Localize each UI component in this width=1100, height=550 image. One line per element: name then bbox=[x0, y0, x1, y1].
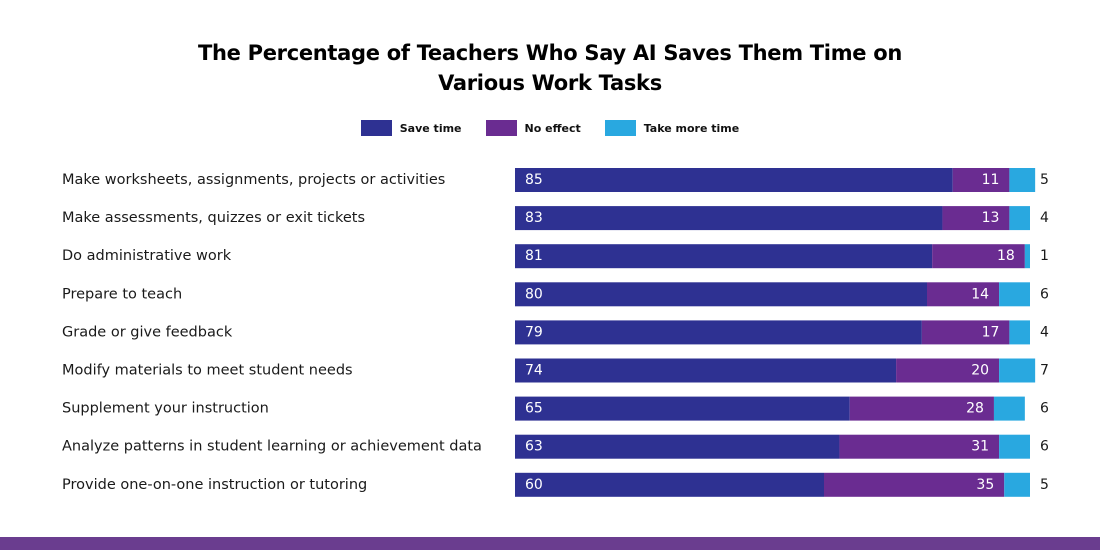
bar-row: Do administrative work 81 18 1 bbox=[62, 244, 1049, 269]
bar-row: Make worksheets, assignments, projects o… bbox=[62, 168, 1049, 192]
bar-row: Grade or give feedback 79 17 4 bbox=[62, 320, 1049, 345]
bar-segment-save-time bbox=[515, 434, 840, 459]
category-label: Analyze patterns in student learning or … bbox=[62, 439, 482, 455]
bar-segment-save-time bbox=[515, 358, 897, 383]
category-label: Modify materials to meet student needs bbox=[62, 363, 353, 379]
data-label-save-time: 74 bbox=[525, 363, 543, 379]
legend-label-save-time: Save time bbox=[399, 121, 462, 135]
bar-row: Prepare to teach 80 14 6 bbox=[62, 282, 1049, 307]
bar-segment-take-more-time bbox=[1009, 320, 1030, 345]
chart-legend: Save time No effect Take more time bbox=[0, 118, 1100, 138]
data-label-take-more-time: 5 bbox=[1040, 477, 1049, 493]
bar-segment-no-effect bbox=[896, 358, 1000, 383]
bar-segment-no-effect bbox=[824, 472, 1005, 497]
bar-segment-save-time bbox=[515, 282, 927, 307]
legend-swatch-no-effect bbox=[485, 120, 517, 136]
bar-segment-save-time bbox=[515, 320, 922, 345]
bar-row: Supplement your instruction 65 28 6 bbox=[62, 396, 1049, 421]
legend-item-no-effect: No effect bbox=[485, 120, 581, 136]
category-label: Grade or give feedback bbox=[62, 324, 233, 340]
legend-swatch-save-time bbox=[360, 120, 392, 136]
bar-segment-no-effect bbox=[921, 320, 1010, 345]
data-label-save-time: 65 bbox=[525, 401, 543, 417]
data-label-no-effect: 18 bbox=[997, 248, 1015, 264]
bar-segment-no-effect bbox=[927, 282, 1000, 307]
category-label: Supplement your instruction bbox=[62, 401, 269, 417]
data-label-save-time: 81 bbox=[525, 248, 543, 264]
bar-segment-take-more-time bbox=[1004, 472, 1030, 497]
data-label-take-more-time: 6 bbox=[1040, 439, 1049, 455]
bar-row: Make assessments, quizzes or exit ticket… bbox=[62, 206, 1049, 231]
bar-segment-no-effect bbox=[942, 206, 1010, 231]
data-label-take-more-time: 4 bbox=[1040, 324, 1049, 340]
data-label-no-effect: 28 bbox=[966, 401, 984, 417]
bar-segment-save-time bbox=[515, 396, 850, 421]
chart-title: The Percentage of Teachers Who Say AI Sa… bbox=[0, 38, 1100, 98]
bar-segment-take-more-time bbox=[1009, 168, 1036, 192]
data-label-no-effect: 31 bbox=[971, 439, 989, 455]
data-label-take-more-time: 5 bbox=[1040, 172, 1049, 188]
legend-item-take-more-time: Take more time bbox=[604, 120, 740, 136]
bar-segment-save-time bbox=[515, 206, 943, 231]
data-label-no-effect: 20 bbox=[971, 363, 989, 379]
data-label-save-time: 85 bbox=[525, 172, 543, 188]
data-label-save-time: 60 bbox=[525, 477, 543, 493]
data-label-take-more-time: 7 bbox=[1040, 363, 1049, 379]
category-label: Provide one-on-one instruction or tutori… bbox=[62, 477, 367, 493]
legend-swatch-take-more-time bbox=[604, 120, 636, 136]
bar-segment-save-time bbox=[515, 244, 933, 269]
bar-segment-save-time bbox=[515, 168, 953, 192]
data-label-no-effect: 13 bbox=[982, 210, 1000, 226]
bar-segment-no-effect bbox=[839, 434, 1000, 459]
bar-segment-save-time bbox=[515, 472, 824, 497]
bar-row: Modify materials to meet student needs 74… bbox=[62, 358, 1049, 383]
bar-row: Provide one-on-one instruction or tutori… bbox=[62, 472, 1049, 497]
bar-segment-take-more-time bbox=[999, 282, 1030, 307]
legend-label-take-more-time: Take more time bbox=[643, 121, 740, 135]
data-label-take-more-time: 6 bbox=[1040, 286, 1049, 302]
bar-segment-take-more-time bbox=[999, 434, 1030, 459]
legend-label-no-effect: No effect bbox=[524, 121, 581, 135]
legend-item-save-time: Save time bbox=[360, 120, 462, 136]
bar-segment-no-effect bbox=[932, 244, 1025, 269]
bar-segment-no-effect bbox=[849, 396, 994, 421]
category-label: Do administrative work bbox=[62, 248, 232, 264]
data-label-take-more-time: 1 bbox=[1040, 248, 1049, 264]
data-label-save-time: 83 bbox=[525, 210, 543, 226]
bottom-decorative-band bbox=[0, 537, 1100, 550]
category-label: Prepare to teach bbox=[62, 286, 182, 302]
data-label-save-time: 79 bbox=[525, 324, 543, 340]
chart-title-line-2: Various Work Tasks bbox=[438, 71, 662, 95]
data-label-save-time: 80 bbox=[525, 286, 543, 302]
bar-segment-take-more-time bbox=[993, 396, 1025, 421]
chart-title-line-1: The Percentage of Teachers Who Say AI Sa… bbox=[197, 41, 903, 65]
bar-segment-no-effect bbox=[952, 168, 1010, 192]
data-label-take-more-time: 4 bbox=[1040, 210, 1049, 226]
data-label-no-effect: 17 bbox=[982, 324, 1000, 340]
bar-row: Analyze patterns in student learning or … bbox=[62, 434, 1049, 459]
data-label-no-effect: 35 bbox=[976, 477, 994, 493]
bar-segment-take-more-time bbox=[999, 358, 1036, 383]
data-label-save-time: 63 bbox=[525, 439, 543, 455]
data-label-no-effect: 11 bbox=[982, 172, 1000, 188]
category-label: Make assessments, quizzes or exit ticket… bbox=[62, 210, 365, 226]
category-label: Make worksheets, assignments, projects o… bbox=[62, 172, 445, 188]
bar-segment-take-more-time bbox=[1009, 206, 1030, 231]
data-label-no-effect: 14 bbox=[971, 286, 989, 302]
data-label-take-more-time: 6 bbox=[1040, 401, 1049, 417]
bar-segment-take-more-time bbox=[1024, 244, 1030, 269]
